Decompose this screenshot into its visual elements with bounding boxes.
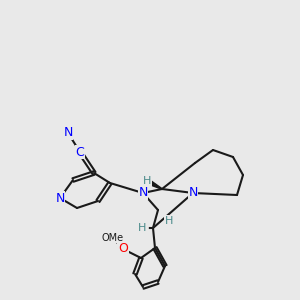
Text: H: H (143, 176, 151, 186)
Text: N: N (138, 187, 148, 200)
Text: O: O (118, 242, 128, 256)
Text: OMe: OMe (102, 233, 124, 243)
Text: O: O (118, 242, 128, 256)
Text: N: N (188, 187, 198, 200)
Text: N: N (55, 191, 65, 205)
Polygon shape (146, 179, 162, 189)
Text: H: H (138, 223, 146, 233)
Text: N: N (63, 127, 73, 140)
Text: C: C (76, 146, 84, 158)
Text: H: H (165, 216, 173, 226)
